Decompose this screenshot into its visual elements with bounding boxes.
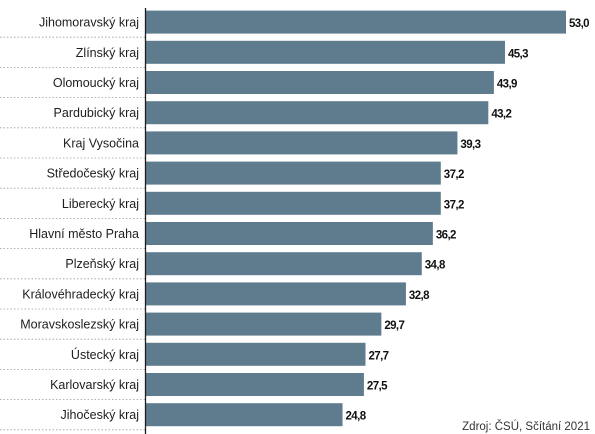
cropped-header-strip [0, 0, 595, 7]
chart-rows: Jihomoravský kraj 53,0 Zlínský kraj 45,3 Olo… [0, 10, 590, 431]
value-label: 37,2 [444, 199, 464, 211]
category-label: Středočeský kraj [47, 167, 139, 181]
category-label: Zlínský kraj [76, 46, 139, 60]
value-label: 27,7 [369, 350, 389, 362]
value-label: 43,9 [497, 79, 517, 91]
value-label: 53,0 [569, 18, 589, 30]
bar [146, 373, 364, 396]
bar [146, 222, 433, 245]
bar [146, 10, 566, 34]
value-label: 29,7 [384, 320, 404, 332]
value-label: 27,5 [367, 381, 388, 393]
category-label: Hlavní město Praha [29, 227, 139, 241]
category-label: Pardubický kraj [54, 106, 139, 120]
category-label: Liberecký kraj [62, 197, 139, 211]
value-label: 37,2 [444, 169, 464, 181]
category-label: Olomoucký kraj [53, 76, 139, 90]
bar [146, 71, 494, 94]
bar [146, 40, 505, 64]
bar [146, 282, 406, 306]
category-label: Moravskoslezský kraj [20, 318, 139, 332]
value-label: 32,8 [409, 290, 430, 302]
category-label: Plzeňský kraj [65, 257, 139, 271]
value-label: 24,8 [346, 411, 367, 423]
bar [146, 252, 422, 276]
bar [146, 161, 441, 185]
bar [146, 131, 458, 155]
category-label: Ústecký kraj [71, 347, 139, 362]
value-label: 36,2 [436, 230, 456, 242]
bar [146, 101, 489, 125]
value-label: 43,2 [491, 109, 511, 121]
bar [146, 403, 343, 427]
category-label: Královéhradecký kraj [22, 287, 139, 301]
value-label: 45,3 [508, 48, 528, 60]
category-label: Karlovarský kraj [50, 378, 139, 392]
value-label: 34,8 [425, 260, 446, 272]
bar [146, 312, 382, 336]
category-label: Kraj Vysočina [63, 136, 139, 150]
value-label: 39,3 [460, 139, 480, 151]
bar [146, 342, 366, 366]
category-label: Jihomoravský kraj [39, 16, 139, 30]
bar [146, 191, 441, 215]
source-note: Zdroj: ČSÚ, Sčítání 2021 [462, 420, 590, 433]
category-label: Jihočeský kraj [61, 408, 140, 422]
